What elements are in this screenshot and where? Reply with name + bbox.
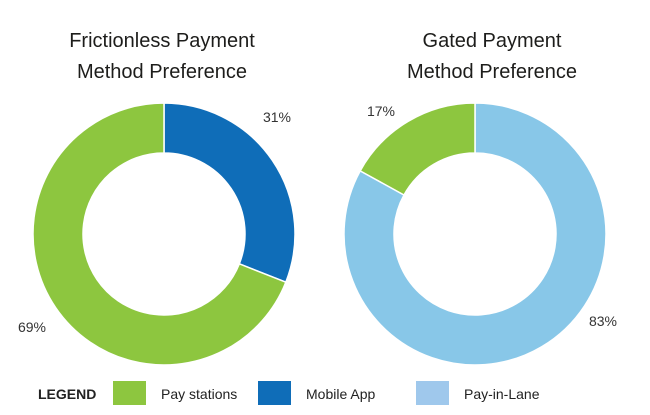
chart-title-line: Method Preference bbox=[76, 61, 248, 83]
legend-label: Pay-in-Lane bbox=[464, 386, 540, 402]
slice-value-label: 83% bbox=[589, 313, 617, 329]
chart-title-line: Frictionless Payment bbox=[69, 30, 255, 52]
chart-title-gated: Gated Payment Method Preference bbox=[342, 26, 642, 88]
donut-slice-pay-in-lane bbox=[343, 102, 607, 366]
legend-swatch bbox=[416, 381, 449, 405]
legend-label: Mobile App bbox=[306, 386, 376, 402]
slice-value-label: 31% bbox=[263, 109, 291, 125]
legend: LEGEND Pay stations Mobile App Pay-in-La… bbox=[0, 380, 650, 408]
chart-title-line: Gated Payment bbox=[422, 30, 562, 52]
legend-swatch bbox=[258, 381, 291, 405]
legend-swatch bbox=[113, 381, 146, 405]
chart-title-line: Method Preference bbox=[406, 61, 578, 83]
chart-title-frictionless: Frictionless Payment Method Preference bbox=[12, 26, 312, 88]
legend-label: Pay stations bbox=[161, 386, 238, 402]
donut-slice-mobile-app bbox=[163, 102, 296, 284]
legend-heading: LEGEND bbox=[38, 386, 97, 402]
slice-value-label: 17% bbox=[367, 103, 395, 119]
slice-value-label: 69% bbox=[18, 319, 46, 335]
donut-slice-pay-stations bbox=[32, 102, 287, 366]
donut-slice-pay-stations bbox=[359, 102, 476, 196]
